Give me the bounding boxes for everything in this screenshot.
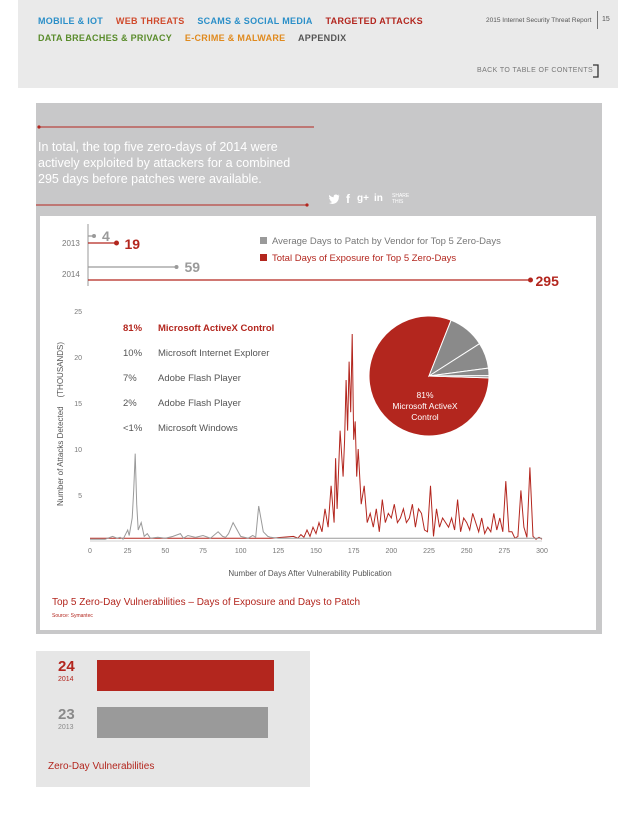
exposure-bars: 2013 2014 4 19 59 295 Average Days to Pa…	[62, 224, 560, 289]
x-axis-label: Number of Days After Vulnerability Publi…	[228, 569, 391, 578]
legend-avg-swatch	[260, 237, 267, 244]
series-line-gray	[90, 453, 542, 540]
dot-total-2014	[528, 277, 533, 283]
nav-ecrime-malware[interactable]: E-CRIME & MALWARE	[184, 33, 286, 43]
intro-top-rule	[37, 125, 314, 129]
x-tick-label: 25	[124, 548, 132, 555]
y-tick-label: 20	[74, 355, 82, 362]
year-2013-label: 2013	[62, 239, 80, 248]
share-label-line-1: SHARE	[392, 193, 410, 199]
series-line-red	[90, 333, 543, 540]
total-2014-value: 295	[536, 273, 560, 289]
vendor-name: Microsoft ActiveX Control	[158, 323, 274, 334]
avg-2013-value: 4	[102, 228, 110, 244]
vendor-pct: 81%	[123, 323, 143, 334]
legend-total-label: Total Days of Exposure for Top 5 Zero-Da…	[272, 253, 456, 264]
x-tick-label: 0	[88, 548, 92, 555]
nav-row-1: MOBILE & IOT WEB THREATS SCAMS & SOCIAL …	[38, 16, 423, 26]
pie-center-label: Microsoft ActiveX	[392, 401, 458, 411]
pie-slice	[428, 375, 490, 379]
google-plus-icon[interactable]: g+	[357, 193, 369, 204]
avg-2014-value: 59	[185, 259, 201, 275]
chart-source: Source: Symantec	[52, 613, 93, 619]
zero-day-2014-year: 2014	[58, 676, 74, 683]
y-axis-label: Number of Attacks Detected (THOUSANDS)	[56, 342, 65, 506]
y-tick-label: 5	[78, 493, 82, 500]
intro-text: In total, the top five zero-days of 2014…	[38, 139, 290, 187]
y-tick-label: 15	[74, 401, 82, 408]
dot-avg-2013	[92, 234, 96, 238]
intro-line-2: actively exploited by attackers for a co…	[38, 156, 291, 170]
vendor-pct: 2%	[123, 398, 137, 409]
zero-day-2014-count: 24	[58, 658, 75, 675]
zero-day-2013-label: 23 2013	[58, 706, 75, 731]
page-divider	[597, 11, 598, 29]
x-tick-label: 125	[272, 548, 284, 555]
nav-mobile-iot[interactable]: MOBILE & IOT	[38, 16, 104, 26]
y-tick-label: 10	[74, 447, 82, 454]
x-tick-label: 100	[235, 548, 247, 555]
attacks-line-chart: Number of Attacks Detected (THOUSANDS) N…	[56, 309, 548, 578]
x-tick-label: 150	[310, 548, 322, 555]
x-tick-label: 300	[536, 548, 548, 555]
nav-web-threats[interactable]: WEB THREATS	[115, 16, 185, 26]
vendor-pct: 10%	[123, 348, 143, 359]
intro-line-3: 295 days before patches were available.	[38, 172, 262, 186]
dot-avg-2014	[174, 265, 179, 269]
x-tick-label: 75	[199, 548, 207, 555]
legend-avg-label: Average Days to Patch by Vendor for Top …	[272, 236, 501, 247]
vendor-name: Microsoft Internet Explorer	[158, 348, 269, 359]
zero-day-2013-bar	[97, 707, 268, 738]
share-label[interactable]: SHARE THIS	[392, 193, 409, 205]
axis-ticks: 0 25 50 75 100 125 150 175 200 225 250 275 300 5 10 15 2…	[74, 309, 548, 555]
x-tick-label: 225	[423, 548, 435, 555]
x-tick-label: 50	[161, 548, 169, 555]
vendor-pct: <1%	[123, 423, 143, 434]
pie-slice	[368, 315, 490, 437]
nav-targeted-attacks[interactable]: TARGETED ATTACKS	[325, 16, 423, 26]
total-2013-value: 19	[125, 236, 141, 252]
chart-caption: Top 5 Zero-Day Vulnerabilities – Days of…	[52, 597, 361, 608]
twitter-icon[interactable]	[329, 194, 340, 207]
x-tick-label: 275	[498, 548, 510, 555]
share-label-line-2: THIS	[392, 199, 404, 205]
toc-bracket-icon[interactable]	[590, 64, 602, 78]
legend-total-swatch	[260, 254, 267, 261]
zero-day-2014-bar	[97, 660, 274, 691]
zero-day-2013-count: 23	[58, 706, 75, 723]
nav-data-breaches[interactable]: DATA BREACHES & PRIVACY	[38, 33, 173, 43]
nav-scams-social-media[interactable]: SCAMS & SOCIAL MEDIA	[197, 16, 313, 26]
nav-row-2: DATA BREACHES & PRIVACY E-CRIME & MALWAR…	[38, 33, 346, 43]
intro-line-1: In total, the top five zero-days of 2014…	[38, 140, 278, 154]
vendor-name: Adobe Flash Player	[158, 373, 241, 384]
vendor-pct: 7%	[123, 373, 137, 384]
x-tick-label: 175	[348, 548, 360, 555]
page-number: 15	[602, 16, 610, 23]
facebook-icon[interactable]: f	[346, 192, 350, 206]
share-bar: f g+ in SHARE THIS	[329, 192, 419, 209]
pie-center-label: Control	[411, 412, 439, 422]
intro-bottom-rule	[36, 203, 309, 207]
report-title: 2015 Internet Security Threat Report	[486, 17, 592, 24]
vendor-name: Microsoft Windows	[158, 423, 238, 434]
dot-total-2013	[114, 240, 119, 246]
y-tick-label: 25	[74, 309, 82, 316]
x-tick-label: 250	[461, 548, 473, 555]
nav-appendix[interactable]: APPENDIX	[297, 33, 347, 43]
vendor-list: 81% Microsoft ActiveX Control 10% Microsoft…	[123, 323, 274, 434]
back-to-toc-link[interactable]: BACK TO TABLE OF CONTENTS	[477, 67, 594, 74]
zero-day-2014-label: 24 2014	[58, 658, 75, 683]
pie-center-label: 81%	[416, 390, 433, 400]
header-bar	[18, 0, 618, 88]
vendor-name: Adobe Flash Player	[158, 398, 241, 409]
linkedin-icon[interactable]: in	[374, 193, 383, 204]
chart-card	[40, 216, 596, 630]
zero-day-caption: Zero-Day Vulnerabilities	[48, 761, 155, 772]
series-lines	[90, 333, 543, 540]
zero-day-2013-year: 2013	[58, 724, 74, 731]
year-2014-label: 2014	[62, 270, 80, 279]
x-tick-label: 200	[385, 548, 397, 555]
